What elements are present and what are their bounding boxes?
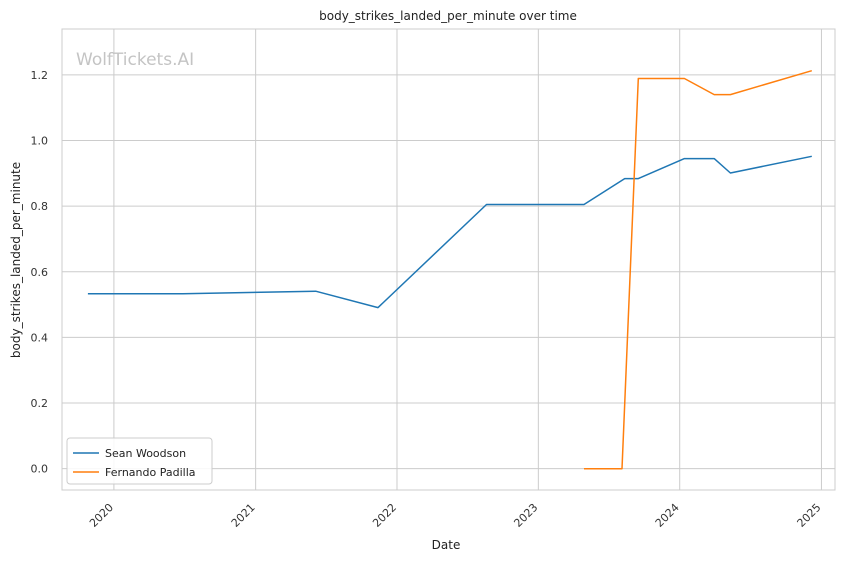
data-point-fernando-padilla	[683, 77, 686, 80]
y-tick-label: 0.0	[31, 463, 49, 476]
x-axis-label: Date	[432, 538, 461, 552]
data-point-sean-woodson	[713, 157, 716, 160]
y-tick-label: 1.0	[31, 135, 49, 148]
data-point-sean-woodson	[181, 292, 184, 295]
grid	[62, 29, 835, 490]
data-point-sean-woodson	[485, 203, 488, 206]
data-point-sean-woodson	[683, 157, 686, 160]
data-point-sean-woodson	[377, 306, 380, 309]
data-point-sean-woodson	[86, 292, 89, 295]
watermark: WolfTickets.AI	[76, 50, 194, 70]
y-tick-label: 0.4	[31, 331, 49, 344]
data-point-sean-woodson	[729, 172, 732, 175]
plot-frame	[61, 28, 836, 491]
y-tick-label: 0.2	[31, 397, 49, 410]
series-layer	[86, 69, 813, 470]
data-point-fernando-padilla	[637, 77, 640, 80]
y-tick-label: 0.8	[31, 200, 49, 213]
data-point-fernando-padilla	[713, 93, 716, 96]
legend-label-fernando-padilla: Fernando Padilla	[105, 466, 196, 479]
data-point-sean-woodson	[810, 155, 813, 158]
data-point-fernando-padilla	[810, 69, 813, 72]
y-tick-label: 0.6	[31, 266, 49, 279]
series-line-fernando-padilla	[584, 69, 813, 470]
y-axis-label: body_strikes_landed_per_minute	[9, 162, 23, 358]
legend-label-sean-woodson: Sean Woodson	[105, 447, 186, 460]
legend: Sean Woodson Fernando Padilla	[66, 437, 213, 485]
data-point-sean-woodson	[583, 203, 586, 206]
data-point-fernando-padilla	[621, 467, 624, 470]
data-point-sean-woodson	[623, 177, 626, 180]
plot-area	[62, 29, 835, 490]
data-point-sean-woodson	[637, 177, 640, 180]
data-point-sean-woodson	[314, 290, 317, 293]
legend-box	[66, 437, 213, 485]
data-point-fernando-padilla	[729, 93, 732, 96]
series-line-sean-woodson	[87, 155, 812, 309]
chart-title: body_strikes_landed_per_minute over time	[319, 9, 577, 23]
y-axis-ticks: 0.0 0.2 0.4 0.6 0.8 1.0 1.2	[31, 69, 49, 476]
y-tick-label: 1.2	[31, 69, 49, 82]
data-point-fernando-padilla	[583, 467, 586, 470]
